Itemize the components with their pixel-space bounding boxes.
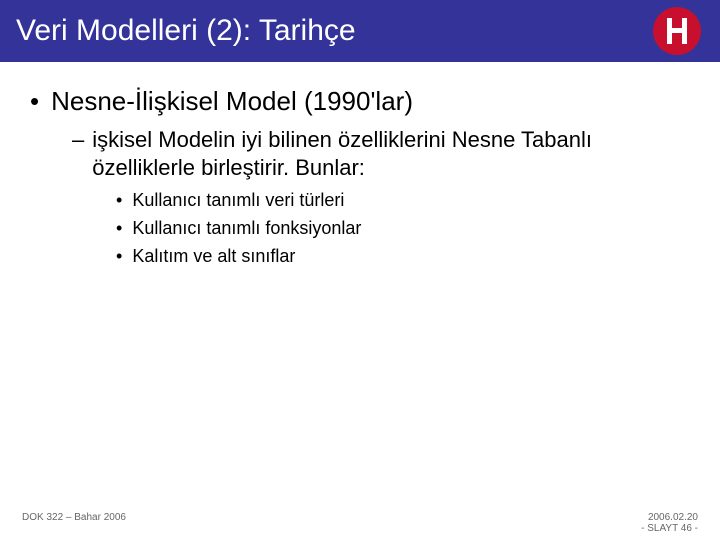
university-logo-icon: [652, 6, 702, 56]
bullet-mini-icon: •: [116, 244, 122, 268]
list-item: • Kullanıcı tanımlı fonksiyonlar: [116, 216, 690, 240]
bullet-mini-icon: •: [116, 216, 122, 240]
title-bar: Veri Modelleri (2): Tarihçe: [0, 0, 720, 62]
list-item: • Kalıtım ve alt sınıflar: [116, 244, 690, 268]
bullet-dot-icon: •: [30, 86, 39, 116]
footer-right: 2006.02.20 - SLAYT 46 -: [641, 512, 698, 534]
slide-title: Veri Modelleri (2): Tarihçe: [16, 14, 356, 48]
list-item: • Kullanıcı tanımlı veri türleri: [116, 188, 690, 212]
footer-slide-number: - SLAYT 46 -: [641, 523, 698, 534]
items-list: • Kullanıcı tanımlı veri türleri • Kulla…: [30, 188, 690, 268]
list-item-text: Kullanıcı tanımlı veri türleri: [132, 188, 344, 212]
list-item-text: Kullanıcı tanımlı fonksiyonlar: [132, 216, 361, 240]
main-bullet-text: Nesne-İlişkisel Model (1990'lar): [51, 86, 413, 116]
footer-left: DOK 322 – Bahar 2006: [22, 512, 126, 534]
main-bullet: • Nesne-İlişkisel Model (1990'lar): [30, 86, 690, 116]
slide-content: • Nesne-İlişkisel Model (1990'lar) – işk…: [0, 62, 720, 268]
bullet-dash-icon: –: [72, 126, 84, 154]
bullet-mini-icon: •: [116, 188, 122, 212]
sub-bullet-text: işkisel Modelin iyi bilinen özelliklerin…: [92, 126, 690, 182]
list-item-text: Kalıtım ve alt sınıflar: [132, 244, 295, 268]
footer-date: 2006.02.20: [648, 512, 698, 523]
sub-bullet: – işkisel Modelin iyi bilinen özellikler…: [72, 126, 690, 182]
slide-footer: DOK 322 – Bahar 2006 2006.02.20 - SLAYT …: [0, 512, 720, 534]
